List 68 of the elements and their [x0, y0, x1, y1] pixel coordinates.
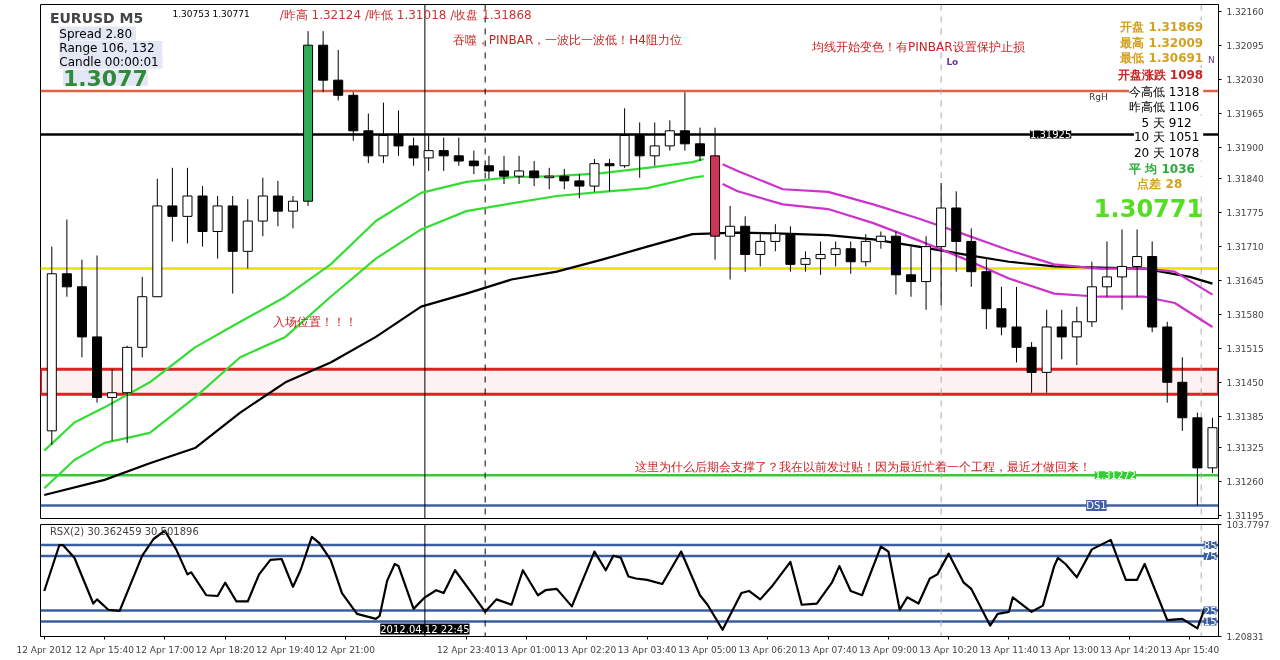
- annotation: 5 天 912: [1141, 115, 1192, 130]
- x-tick-label: 13 Apr 03:40: [617, 644, 677, 655]
- annotation: 10 天 1051: [1133, 130, 1200, 145]
- x-tick-label: 13 Apr 05:00: [678, 644, 738, 655]
- y-tick-label: 1.31775: [1226, 208, 1264, 219]
- x-tick-label: 13 Apr 13:00: [1039, 644, 1099, 655]
- y-tick-label: 1.31710: [1226, 242, 1264, 253]
- y-tick-label: 103.7797: [1226, 520, 1270, 530]
- x-tick-label: 12 Apr 19:40: [256, 644, 316, 655]
- x-tick-label: 13 Apr 15:40: [1160, 644, 1220, 655]
- y-tick-label: 1.31515: [1226, 343, 1264, 354]
- y-tick-label: 1.31450: [1226, 377, 1264, 388]
- y-tick-label: 1.31195: [1226, 510, 1264, 521]
- annotation: Range 106, 132: [59, 40, 155, 55]
- x-tick-label: 13 Apr 02:20: [557, 644, 617, 655]
- x-tick-label: 12 Apr 23:40: [436, 644, 496, 655]
- annotation: Lo: [946, 56, 959, 67]
- x-tick-label: 12 Apr 18:20: [195, 644, 255, 655]
- x-tick-label: 13 Apr 11:40: [979, 644, 1039, 655]
- ref-line-label: 2012.04.12 22:45: [380, 623, 470, 635]
- annotation: Spread 2.80: [59, 26, 133, 41]
- x-tick-label: 13 Apr 10:20: [919, 644, 979, 655]
- chart-title: RSX(2) 30.362459 30.501896: [49, 525, 199, 537]
- x-tick-label: 13 Apr 01:00: [497, 644, 557, 655]
- y-tick-label: 1.31385: [1226, 411, 1264, 422]
- ref-line-label: 1.31925: [1029, 129, 1072, 141]
- y-tick-label: 1.31325: [1226, 443, 1264, 454]
- x-tick-label: 13 Apr 06:20: [738, 644, 798, 655]
- y-tick-label: 1.32095: [1226, 41, 1264, 52]
- x-tick-label: 13 Apr 09:00: [859, 644, 918, 655]
- y-tick-label: 1.32160: [1226, 7, 1264, 18]
- annotation: 开盘涨跌 1098: [1116, 68, 1204, 83]
- ref-line-label: 25: [1203, 605, 1217, 617]
- annotation: 点差 28: [1137, 176, 1183, 191]
- x-tick-label: 12 Apr 17:00: [135, 644, 195, 655]
- y-tick-label: 1.31965: [1226, 109, 1264, 120]
- annotation: 昨高低 1106: [1129, 100, 1200, 115]
- x-tick-label: 12 Apr 15:40: [75, 644, 135, 655]
- annotation: 开盘 1.31869: [1119, 20, 1204, 35]
- ref-line-label: 1.31272: [1094, 470, 1137, 482]
- x-tick-label: 13 Apr 14:20: [1100, 644, 1160, 655]
- annotation: 1.30771: [1093, 194, 1204, 223]
- ref-line-label: DS1: [1086, 499, 1107, 511]
- y-tick-label: 1.31260: [1226, 476, 1264, 487]
- annotation: 这里为什么后期会支撑了？我在以前发过贴！因为最近忙着一个工程，最近才做回来！: [635, 459, 1092, 474]
- y-tick-label: 1.32030: [1226, 75, 1264, 86]
- annotation: 吞噬，PINBAR，一波比一波低！H4阻力位: [452, 32, 682, 47]
- annotation: 均线开始变色！有PINBAR设置保护止损: [811, 39, 1025, 54]
- annotation: 最高 1.32009: [1119, 35, 1204, 50]
- y-tick-label: 1.20831: [1226, 632, 1264, 642]
- x-tick-label: 12 Apr 2012: [16, 644, 73, 655]
- ref-line-label: 85: [1203, 540, 1217, 552]
- chart-title: EURUSD M5: [49, 9, 144, 26]
- ref-line-label: 75: [1203, 550, 1217, 562]
- y-tick-label: 1.31900: [1226, 142, 1264, 153]
- y-tick-label: 1.31580: [1226, 309, 1264, 320]
- annotation: 最低 1.30691: [1119, 50, 1204, 65]
- annotation: N: [1207, 54, 1215, 65]
- y-tick-label: 1.31840: [1226, 174, 1264, 185]
- annotation: 20 天 1078: [1133, 145, 1200, 160]
- y-tick-label: 1.31645: [1226, 276, 1264, 287]
- annotation: 1.30753 1.30771: [172, 8, 250, 19]
- x-tick-label: 12 Apr 21:00: [316, 644, 376, 655]
- annotation: 今高低 1318: [1129, 85, 1200, 100]
- annotation: RgH: [1088, 92, 1108, 103]
- x-tick-label: 13 Apr 07:40: [798, 644, 858, 655]
- annotation: 平 均 1036: [1128, 161, 1195, 176]
- ref-line-label: 15: [1203, 616, 1217, 628]
